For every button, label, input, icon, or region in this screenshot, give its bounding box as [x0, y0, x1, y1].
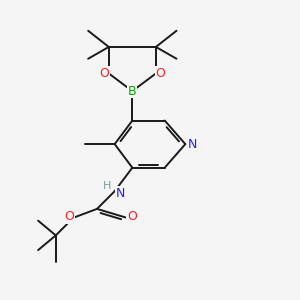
Text: B: B — [128, 85, 136, 98]
Text: O: O — [155, 67, 165, 80]
Text: O: O — [127, 210, 137, 223]
Text: N: N — [188, 138, 197, 151]
Text: N: N — [115, 187, 125, 200]
Text: O: O — [99, 67, 109, 80]
Text: O: O — [64, 210, 74, 223]
Text: H: H — [103, 181, 112, 191]
